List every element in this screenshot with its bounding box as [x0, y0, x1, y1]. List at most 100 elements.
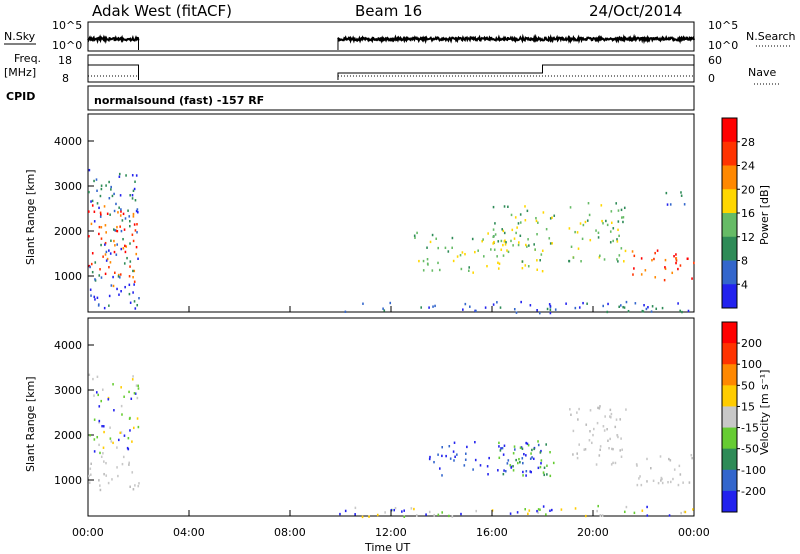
data-cell [586, 302, 588, 305]
data-cell [606, 428, 608, 431]
data-cell [503, 205, 506, 208]
data-cell [98, 225, 101, 229]
data-cell [617, 228, 619, 232]
data-cell [612, 461, 614, 465]
data-cell [633, 511, 636, 515]
data-cell [384, 511, 386, 514]
data-cell [121, 219, 124, 222]
data-cell [624, 249, 627, 253]
data-cell [99, 488, 102, 492]
data-cell [105, 474, 108, 477]
data-cell [431, 233, 434, 237]
data-cell [530, 470, 532, 474]
data-cell [540, 253, 543, 256]
data-cell [519, 213, 522, 216]
data-cell [136, 231, 138, 234]
data-cell [589, 238, 592, 242]
data-cell [617, 435, 619, 439]
data-cell [536, 309, 538, 312]
data-cell [516, 511, 519, 514]
data-cell [535, 216, 537, 220]
data-cell [125, 245, 128, 248]
colorbar-tick-label: -50 [741, 443, 759, 456]
data-cell [468, 266, 471, 269]
data-cell [464, 302, 467, 306]
data-cell [502, 472, 505, 476]
data-cell [102, 452, 104, 455]
data-cell [552, 461, 555, 465]
data-cell [491, 509, 494, 512]
data-cell [526, 245, 528, 248]
data-cell [543, 473, 546, 477]
data-cell [361, 515, 364, 519]
data-cell [525, 469, 528, 473]
y-tick-label: 3000 [54, 384, 82, 397]
velocity-ylabel: Slant Range [km] [24, 376, 37, 472]
data-cell [89, 288, 92, 291]
data-cell [651, 259, 653, 262]
data-cell [590, 441, 593, 445]
data-cell [497, 267, 500, 270]
data-cell [675, 261, 677, 265]
data-cell [132, 239, 135, 243]
data-cell [500, 239, 503, 243]
data-cell [111, 194, 114, 198]
data-cell [533, 243, 535, 246]
data-cell [131, 197, 134, 200]
x-tick-label: 00:00 [72, 526, 104, 539]
data-cell [512, 452, 515, 455]
data-cell [642, 310, 645, 313]
data-cell [520, 300, 522, 304]
data-cell [625, 505, 628, 509]
data-cell [578, 407, 580, 411]
data-cell [610, 416, 612, 419]
data-cell [464, 452, 467, 455]
data-cell [633, 267, 635, 270]
data-cell [99, 211, 102, 214]
date-title: 24/Oct/2014 [589, 2, 682, 20]
data-cell [615, 202, 618, 205]
data-cell [621, 216, 623, 219]
data-cell [136, 303, 139, 307]
data-cell [134, 199, 137, 202]
data-cell [88, 210, 90, 213]
data-cell [616, 240, 619, 243]
data-cell [107, 398, 110, 401]
data-cell [109, 426, 111, 429]
data-cell [660, 476, 663, 480]
data-cell [88, 190, 90, 194]
data-cell [426, 246, 428, 249]
data-cell [576, 452, 578, 455]
data-cell [627, 309, 630, 313]
data-cell [131, 174, 134, 177]
data-cell [652, 479, 655, 483]
data-cell [413, 507, 415, 511]
data-cell [677, 267, 679, 271]
data-cell [91, 204, 94, 207]
data-cell [100, 276, 103, 279]
data-cell [109, 437, 112, 440]
data-cell [116, 229, 119, 233]
colorbar-tick-label: 20 [741, 183, 755, 196]
data-cell [134, 180, 136, 183]
data-cell [519, 446, 522, 449]
data-cell [90, 200, 92, 203]
data-cell [577, 418, 579, 421]
data-cell [542, 211, 545, 214]
data-cell [581, 237, 584, 241]
data-cell [104, 224, 107, 227]
data-cell [116, 466, 118, 469]
data-cell [668, 457, 670, 461]
data-cell [122, 455, 125, 459]
data-cell [99, 194, 102, 198]
data-cell [437, 261, 439, 265]
data-cell [98, 421, 100, 424]
data-cell [136, 223, 138, 226]
data-cell [120, 404, 123, 408]
data-cell [687, 309, 690, 313]
data-cell [595, 229, 597, 232]
data-cell [107, 396, 110, 400]
data-cell [105, 184, 107, 187]
colorbar-tick-label: 8 [741, 255, 748, 268]
